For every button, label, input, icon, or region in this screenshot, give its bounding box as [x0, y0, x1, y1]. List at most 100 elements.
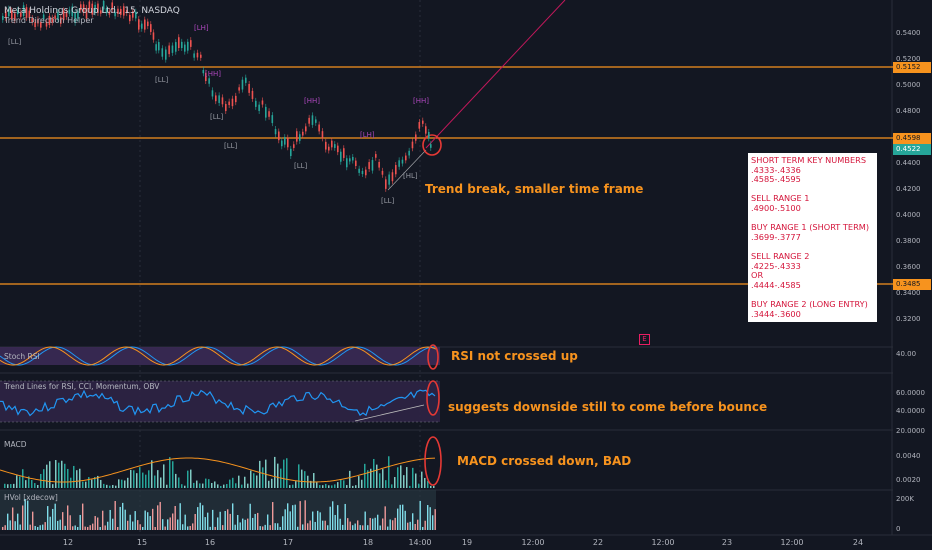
price-tick: 0.5400	[896, 29, 921, 37]
macd-bar	[220, 485, 222, 488]
hvol-bar	[49, 516, 51, 530]
macd-bar	[253, 473, 255, 488]
hvol-bar	[174, 506, 176, 530]
price-tick: 0.4200	[896, 185, 921, 193]
macd-bar	[52, 484, 54, 488]
hvol-bar	[157, 505, 159, 530]
macd-bar	[322, 485, 324, 488]
hvol-bar	[142, 526, 144, 530]
time-tick: 12	[62, 538, 74, 547]
macd-bar	[247, 483, 249, 488]
macd-bar	[10, 484, 12, 488]
macd-bar	[418, 483, 420, 488]
hvol-bar	[292, 505, 294, 530]
swing-label-hl: [HL]	[403, 172, 418, 180]
macd-bar	[397, 467, 399, 488]
macd-bar	[364, 463, 366, 488]
macd-bar	[7, 484, 9, 488]
trend-lines-label[interactable]: Trend Lines for RSI, CCI, Momentum, OBV	[4, 382, 160, 391]
macd-bar	[148, 470, 150, 488]
macd-bar	[91, 479, 93, 488]
macd-bar	[331, 485, 333, 488]
macd-bar	[67, 468, 69, 488]
macd-bar	[115, 485, 117, 488]
macd-bar	[25, 480, 27, 488]
macd-bar	[256, 475, 258, 488]
hvol-bar	[29, 524, 31, 530]
hvol-bar	[94, 516, 96, 530]
hvol-bar	[314, 521, 316, 530]
macd-bar	[19, 476, 21, 488]
hvol-bar	[92, 523, 94, 530]
macd-bar	[64, 463, 66, 488]
hvol-label[interactable]: HVol [xdecow]	[4, 493, 58, 502]
macd-bar	[361, 479, 363, 488]
macd-label[interactable]: MACD	[4, 440, 27, 449]
hvol-bar	[69, 515, 71, 530]
price-tick: 0.5200	[896, 55, 921, 63]
hvol-bar	[64, 525, 66, 530]
macd-bar	[139, 467, 141, 488]
rsi-tick: 40.00	[896, 350, 917, 358]
earnings-event-icon[interactable]: E	[639, 334, 650, 345]
key-number-line: SHORT TERM KEY NUMBERS	[751, 155, 867, 165]
trend-break-circle	[422, 134, 442, 156]
hvol-bar	[367, 525, 369, 530]
hvol-bar	[397, 508, 399, 530]
macd-bar	[58, 462, 60, 488]
hvol-bar	[379, 525, 381, 530]
hvol-bar	[24, 499, 26, 530]
macd-bar	[199, 483, 201, 488]
macd-bar	[43, 469, 45, 488]
hvol-bar	[199, 502, 201, 530]
time-tick: 16	[204, 538, 216, 547]
macd-bar	[55, 460, 57, 488]
macd-bar	[283, 459, 285, 488]
macd-bar	[295, 481, 297, 488]
stoch-rsi-label[interactable]: Stoch RSI	[4, 352, 40, 361]
hvol-bar	[97, 517, 99, 530]
hvol-bar	[319, 512, 321, 530]
macd-bar	[382, 469, 384, 488]
macd-bar	[346, 485, 348, 488]
hvol-bar	[152, 508, 154, 530]
annotation-downside: suggests downside still to come before b…	[448, 400, 768, 414]
hvol-bar	[197, 507, 199, 530]
hvol-bar	[359, 525, 361, 530]
hvol-bar	[322, 520, 324, 530]
hvol-bar	[394, 517, 396, 530]
swing-label-ll: [LL]	[294, 162, 308, 170]
macd-bar	[232, 477, 234, 488]
trend-circle	[426, 380, 440, 416]
price-badge-support: 0.3485	[893, 279, 931, 290]
macd-bar	[184, 485, 186, 488]
hvol-bar	[139, 524, 141, 530]
macd-bar	[349, 470, 351, 488]
hvol-bar	[12, 507, 14, 530]
macd-bar	[97, 475, 99, 488]
macd-bar	[343, 480, 345, 488]
hvol-bar	[172, 513, 174, 530]
macd-bar	[121, 479, 123, 488]
macd-bar	[271, 478, 273, 488]
hvol-bar	[244, 519, 246, 530]
swing-label-hh: [HH]	[205, 70, 221, 78]
hvol-bar	[27, 500, 29, 530]
hvol-bar	[54, 503, 56, 530]
hvol-bar	[327, 525, 329, 530]
hvol-bar	[227, 509, 229, 530]
hvol-bar	[89, 525, 91, 530]
hvol-bar	[389, 519, 391, 530]
hvol-bar	[259, 526, 261, 530]
hvol-bar	[127, 520, 129, 530]
hvol-tick-0: 0	[896, 525, 901, 533]
hvol-bar	[2, 526, 4, 530]
macd-bar	[217, 484, 219, 488]
macd-bar	[229, 479, 231, 488]
hvol-bar	[204, 517, 206, 530]
macd-bar	[88, 477, 90, 488]
hvol-bar	[72, 526, 74, 530]
macd-bar	[109, 485, 111, 488]
hvol-bar	[202, 505, 204, 530]
